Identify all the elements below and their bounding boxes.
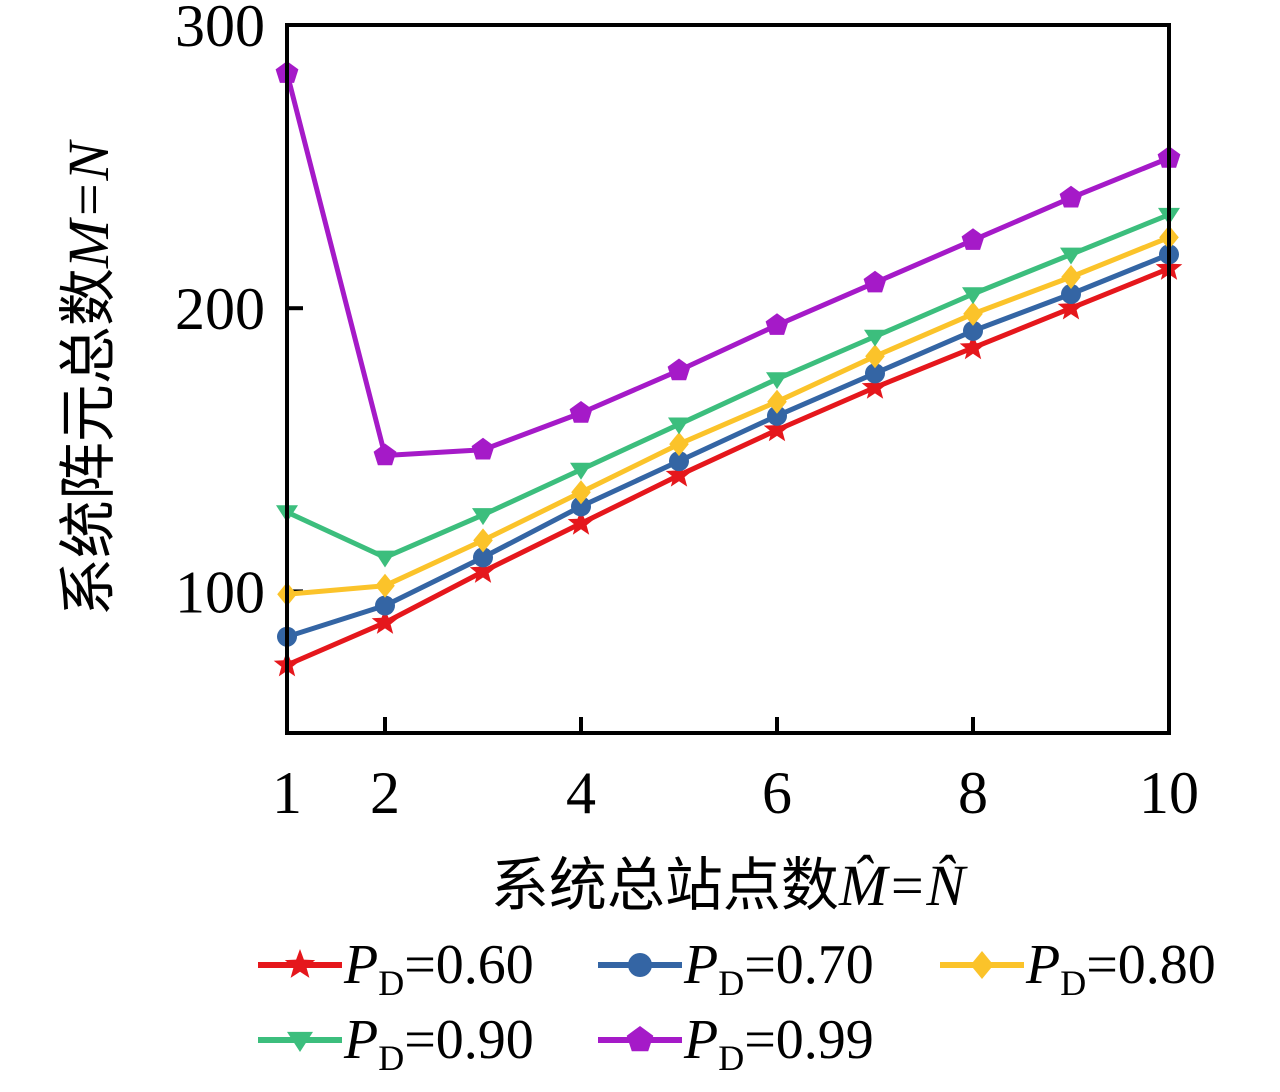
triangle-down-marker [472,508,494,526]
legend-marker-pentagon-icon [598,1026,682,1052]
triangle-down-marker [766,372,788,390]
legend-label: PD=0.99 [684,1009,874,1079]
triangle-down-marker [668,417,690,435]
legend-label: PD=0.60 [344,934,534,1004]
x-axis-title-text: 系统总站点数 [490,853,839,918]
circle-marker [1061,284,1081,305]
circle-marker [669,451,689,472]
triangle-down-marker [864,329,886,347]
pentagon-marker [1059,185,1083,208]
series-line [286,266,1170,668]
diamond-marker [473,528,493,553]
triangle-down-marker [570,462,592,480]
legend-marker-star-icon [258,949,342,978]
series-p-d-0-60 [273,254,1183,677]
legend-item-p-d-0-90: PD=0.90 [256,1008,534,1079]
circle-marker [375,595,395,616]
circle-marker [571,496,591,517]
y-tick-label: 200 [175,276,265,342]
diamond-marker [767,389,787,414]
pentagon-marker [569,401,593,423]
legend-marker-triangle-down-icon [258,1031,342,1052]
star-marker [371,608,399,634]
pentagon-marker [667,358,691,381]
series-line [285,212,1170,560]
legend-marker-circle-icon [598,953,682,977]
legend-label: PD=0.80 [1026,934,1216,1004]
triangle-down-marker [1060,247,1082,265]
star-marker [763,416,791,442]
x-tick-label: 2 [370,760,400,826]
x-axis-title-math: M̂=N̂ [838,853,966,918]
circle-marker [473,547,493,568]
legend-item-p-d-0-60: PD=0.60 [256,933,534,1004]
star-marker [284,949,316,978]
x-tick-label: 4 [566,760,596,826]
series-p-d-0-99 [275,61,1181,466]
plot-border [285,23,1171,735]
star-marker [1057,294,1085,320]
y-axis-title-text: 系统阵元总数 [56,268,121,617]
x-tick-label: 8 [958,760,988,826]
pentagon-marker [863,270,887,293]
legend-marker-diamond-icon [940,951,1024,979]
circle-marker [767,405,787,426]
y-tick-label: 100 [175,559,265,625]
y-axis-title: 系统阵元总数M=N [18,25,148,733]
legend-item-p-d-0-99: PD=0.99 [596,1008,874,1079]
series-p-d-0-80 [277,225,1179,607]
diamond-marker [571,480,591,505]
triangle-down-marker [374,550,396,568]
star-marker [567,509,595,535]
circle-marker [628,953,652,977]
circle-marker [865,363,885,384]
triangle-down-marker [287,1031,313,1052]
pentagon-marker [373,443,397,466]
pentagon-marker [765,313,789,335]
y-axis-title-math: M=N [56,141,121,269]
star-marker [861,373,889,399]
legend-item-p-d-0-80: PD=0.80 [938,933,1216,1004]
legend-item-p-d-0-70: PD=0.70 [596,933,874,1004]
pentagon-marker [961,228,985,250]
diamond-marker [375,573,395,598]
series-line [284,72,1170,458]
diamond-marker [970,951,994,979]
star-marker [469,557,497,583]
series-line [286,235,1170,597]
series-p-d-0-70 [277,244,1179,647]
series-p-d-0-90 [276,207,1180,568]
circle-marker [963,320,983,341]
diamond-marker [669,432,689,457]
diamond-marker [963,301,983,326]
x-axis-title: 系统总站点数M̂=N̂ [287,838,1169,922]
y-tick-label: 300 [175,0,265,59]
legend-label: PD=0.90 [344,1009,534,1079]
pentagon-marker [626,1026,654,1052]
x-tick-label: 10 [1139,760,1199,826]
diamond-marker [1061,265,1081,289]
series-line [286,252,1170,640]
legend-label: PD=0.70 [684,934,874,1004]
star-marker [665,461,693,487]
triangle-down-marker [962,287,984,305]
x-tick-label: 1 [272,760,302,826]
x-tick-label: 6 [762,760,792,826]
pentagon-marker [471,437,495,460]
star-marker [959,333,987,360]
diamond-marker [865,344,885,369]
